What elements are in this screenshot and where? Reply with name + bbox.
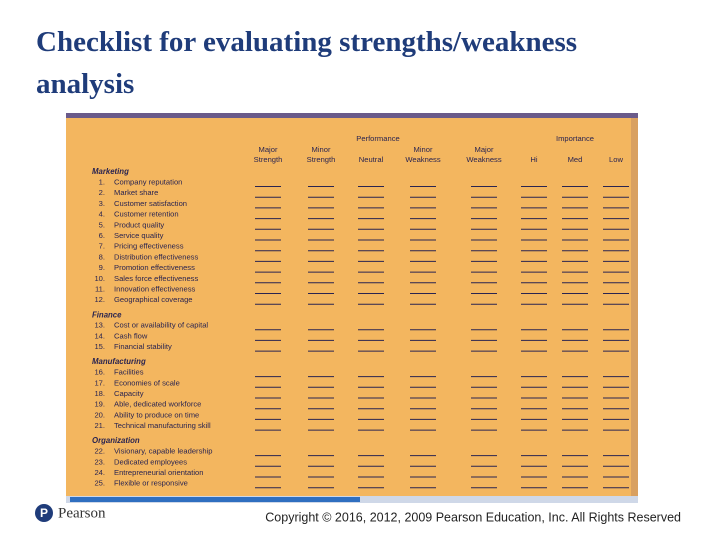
item-number: 21. [94,421,105,430]
column-header: Med [568,155,583,164]
item-label: Entrepreneurial orientation [114,468,204,477]
item-label: Customer retention [114,210,179,219]
item-label: Market share [114,188,158,197]
item-label: Product quality [114,220,164,229]
item-label: Geographical coverage [114,295,193,304]
item-label: Technical manufacturing skill [114,421,211,430]
item-label: Cash flow [114,331,148,340]
item-label: Facilities [114,368,144,377]
item-number: 8. [99,252,105,261]
column-header: Neutral [359,155,384,164]
column-header: Strength [254,155,283,164]
item-number: 3. [99,199,105,208]
item-number: 6. [99,231,105,240]
column-header: Weakness [466,155,502,164]
scrollbar-thumb [70,497,360,502]
item-label: Dedicated employees [114,457,187,466]
item-label: Able, dedicated workforce [114,400,201,409]
item-number: 15. [94,342,105,351]
brand-logo-letter: P [40,506,48,520]
item-number: 9. [99,263,105,272]
section-heading: Marketing [92,167,129,176]
item-label: Pricing effectiveness [114,242,184,251]
column-header: Minor [312,145,331,154]
item-number: 10. [94,274,105,283]
item-number: 14. [94,331,105,340]
item-number: 16. [94,368,105,377]
column-header: Major [475,145,494,154]
column-header: Strength [307,155,336,164]
group-header: Performance [356,134,399,143]
item-label: Promotion effectiveness [114,263,195,272]
section-heading: Manufacturing [92,357,146,366]
item-label: Flexible or responsive [114,479,188,488]
brand: Pearson [58,505,106,521]
item-label: Sales force effectiveness [114,274,198,283]
copyright: Copyright © 2016, 2012, 2009 Pearson Edu… [265,510,681,524]
checklist-image [66,113,638,503]
image-right-edge [631,118,638,496]
image-top-edge [66,113,638,118]
item-label: Cost or availability of capital [114,321,208,330]
item-label: Economies of scale [114,378,180,387]
item-number: 23. [94,457,105,466]
column-header: Low [609,155,623,164]
item-label: Visionary, capable leadership [114,447,213,456]
item-number: 2. [99,188,105,197]
item-number: 24. [94,468,105,477]
item-label: Distribution effectiveness [114,252,198,261]
item-number: 19. [94,400,105,409]
item-label: Ability to produce on time [114,410,199,419]
item-number: 1. [99,178,105,187]
item-number: 12. [94,295,105,304]
item-label: Innovation effectiveness [114,285,196,294]
item-label: Service quality [114,231,164,240]
section-heading: Organization [92,436,140,445]
column-header: Minor [414,145,433,154]
item-label: Customer satisfaction [114,199,187,208]
brand-logo [35,504,53,522]
item-number: 5. [99,220,105,229]
item-number: 4. [99,210,105,219]
item-number: 22. [94,447,105,456]
group-header: Importance [556,134,594,143]
section-heading: Finance [92,310,122,319]
column-header: Hi [530,155,537,164]
item-number: 18. [94,389,105,398]
item-label: Company reputation [114,178,182,187]
column-header: Major [259,145,278,154]
title: Checklist for evaluating strengths/weakn… [36,26,577,100]
item-number: 25. [94,479,105,488]
item-number: 7. [99,242,105,251]
item-number: 20. [94,410,105,419]
item-number: 13. [94,321,105,330]
item-label: Capacity [114,389,144,398]
item-number: 17. [94,378,105,387]
item-label: Financial stability [114,342,172,351]
item-number: 11. [95,285,105,294]
column-header: Weakness [405,155,441,164]
